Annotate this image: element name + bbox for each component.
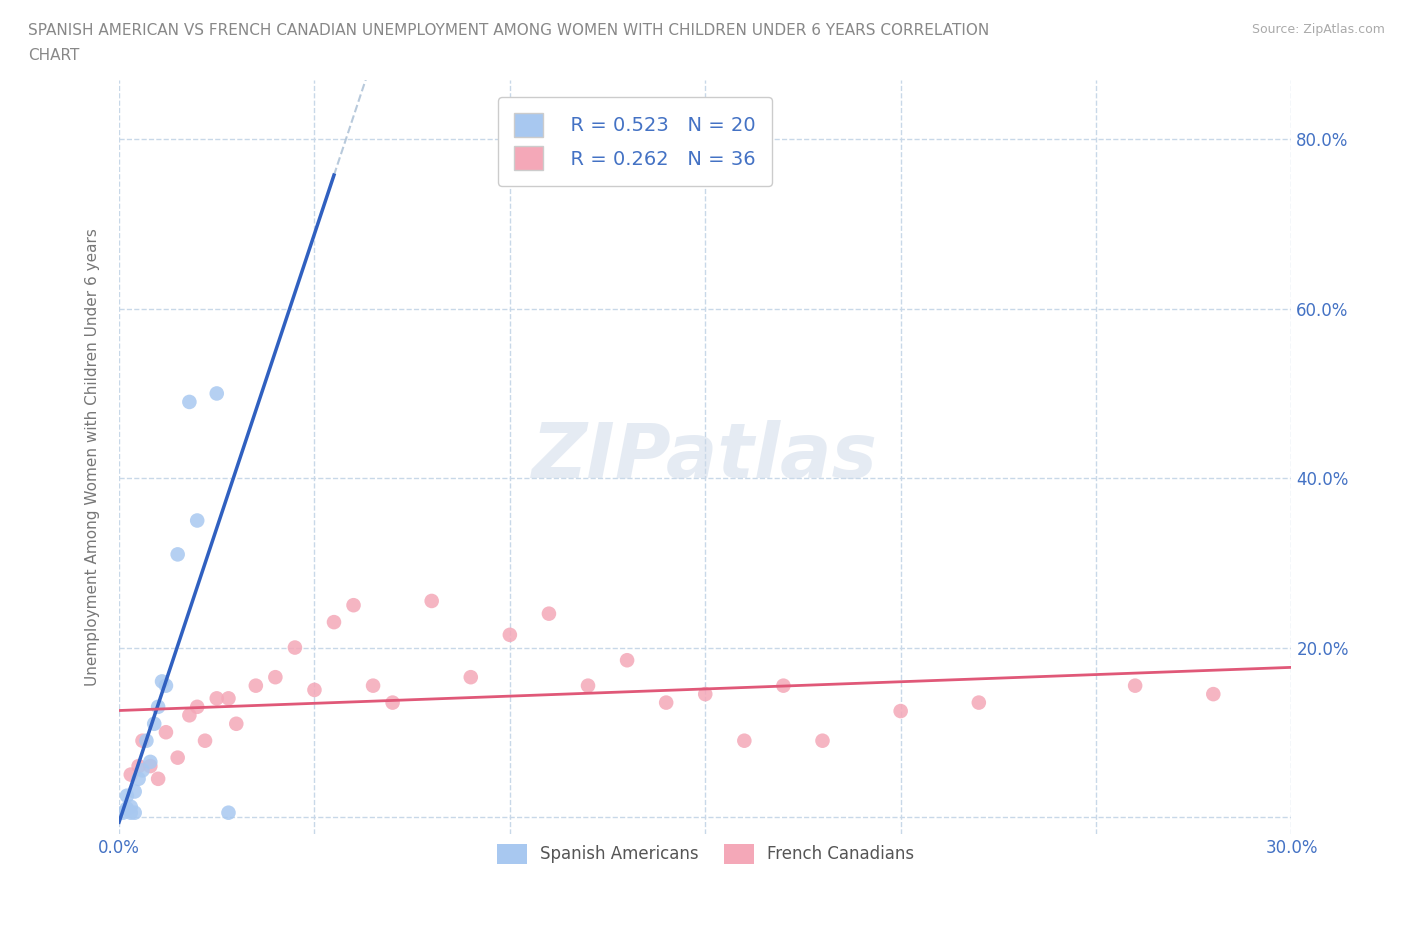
Point [576, 678, 599, 693]
Point [139, 754, 162, 769]
Point [772, 678, 794, 693]
Point [166, 547, 188, 562]
Point [146, 771, 169, 786]
Point [131, 733, 153, 748]
Point [537, 606, 560, 621]
Point [499, 628, 522, 643]
Y-axis label: Unemployment Among Women with Children Under 6 years: Unemployment Among Women with Children U… [86, 228, 100, 686]
Point [967, 695, 990, 710]
Point [225, 716, 247, 731]
Point [128, 759, 150, 774]
Point [890, 704, 912, 719]
Point [323, 615, 346, 630]
Point [120, 805, 142, 820]
Point [1123, 678, 1146, 693]
Point [120, 767, 142, 782]
Point [245, 678, 267, 693]
Point [194, 733, 217, 748]
Point [115, 789, 138, 804]
Point [205, 386, 228, 401]
Point [460, 670, 482, 684]
Point [1202, 686, 1225, 701]
Point [264, 670, 287, 684]
Point [166, 751, 188, 765]
Point [179, 394, 201, 409]
Point [115, 801, 138, 816]
Text: Source: ZipAtlas.com: Source: ZipAtlas.com [1251, 23, 1385, 36]
Point [128, 771, 150, 786]
Point [155, 678, 177, 693]
Point [139, 759, 162, 774]
Text: SPANISH AMERICAN VS FRENCH CANADIAN UNEMPLOYMENT AMONG WOMEN WITH CHILDREN UNDER: SPANISH AMERICAN VS FRENCH CANADIAN UNEM… [28, 23, 990, 38]
Point [361, 678, 384, 693]
Point [179, 708, 201, 723]
Point [733, 733, 755, 748]
Point [811, 733, 834, 748]
Point [284, 640, 307, 655]
Legend: Spanish Americans, French Canadians: Spanish Americans, French Canadians [489, 837, 921, 870]
Point [150, 674, 173, 689]
Point [124, 805, 146, 820]
Point [420, 593, 443, 608]
Text: ZIPatlas: ZIPatlas [533, 420, 879, 494]
Point [131, 763, 153, 777]
Point [155, 724, 177, 739]
Point [135, 733, 157, 748]
Point [695, 686, 717, 701]
Point [124, 784, 146, 799]
Point [111, 805, 134, 820]
Point [342, 598, 364, 613]
Point [146, 699, 169, 714]
Point [304, 683, 326, 698]
Point [217, 805, 239, 820]
Point [616, 653, 638, 668]
Point [120, 799, 142, 814]
Point [143, 716, 166, 731]
Point [186, 513, 208, 528]
Point [217, 691, 239, 706]
Point [655, 695, 678, 710]
Point [205, 691, 228, 706]
Point [186, 699, 208, 714]
Text: CHART: CHART [28, 48, 80, 63]
Point [381, 695, 404, 710]
